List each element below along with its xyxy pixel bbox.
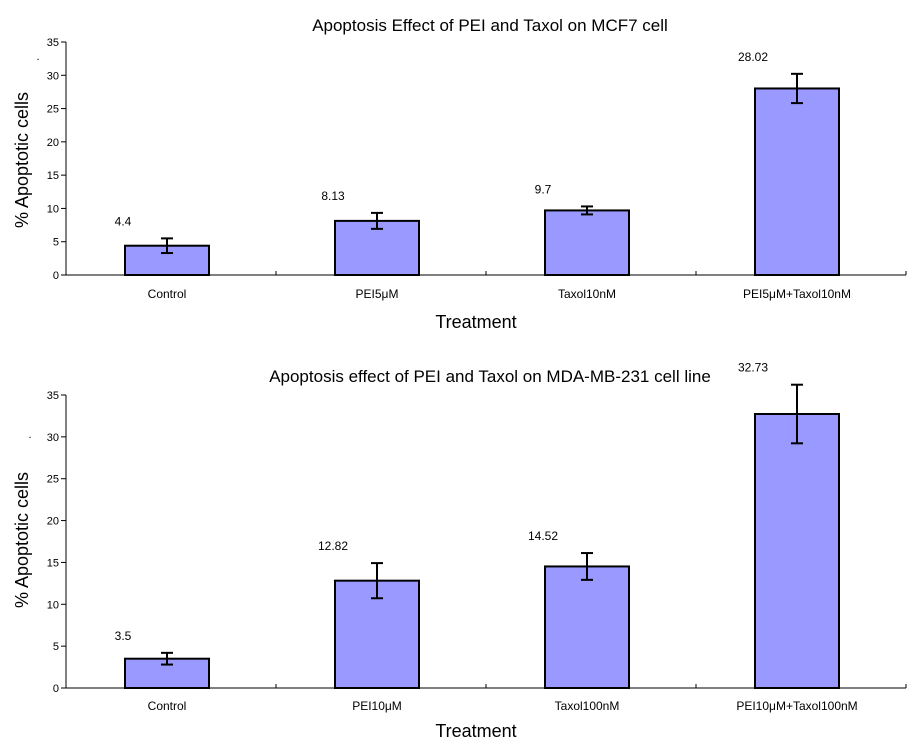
x-tick-label-4: PEI10μM+Taxol100nM xyxy=(736,699,857,713)
axis-marker: . xyxy=(36,51,39,63)
y-tick-label: 35 xyxy=(47,390,59,402)
y-tick-label: 25 xyxy=(47,474,59,486)
bar-3 xyxy=(544,565,630,689)
x-tick-label-1: Control xyxy=(148,287,187,301)
data-label-1: 3.5 xyxy=(115,629,132,643)
y-tick-label: 25 xyxy=(47,104,59,116)
x-tick-label-3: Taxol100nM xyxy=(555,699,620,713)
x-tick-label-1: Control xyxy=(148,699,187,713)
bar-4 xyxy=(754,413,840,689)
y-axis-label: % Apoptotic cells xyxy=(12,92,32,228)
error-bar-1 xyxy=(161,237,173,255)
bar-1 xyxy=(124,244,210,276)
error-bar-2 xyxy=(371,562,383,600)
x-tick-label-3: Taxol10nM xyxy=(558,287,616,301)
bar-3 xyxy=(544,209,630,277)
y-tick-label: 15 xyxy=(47,557,59,569)
data-label-2: 8.13 xyxy=(321,189,345,203)
chart-title: Apoptosis effect of PEI and Taxol on MDA… xyxy=(269,367,711,386)
error-bar-3 xyxy=(581,205,593,216)
axis-marker: . xyxy=(28,429,31,441)
x-axis-label: Treatment xyxy=(435,312,516,332)
error-bar-4 xyxy=(791,383,803,445)
x-axis-label: Treatment xyxy=(435,721,516,740)
chart-2: Apoptosis effect of PEI and Taxol on MDA… xyxy=(12,361,907,740)
y-tick-label: 10 xyxy=(47,203,59,215)
data-label-4: 28.02 xyxy=(738,50,768,64)
y-tick-label: 35 xyxy=(47,37,59,49)
y-tick-label: 30 xyxy=(47,70,59,82)
error-bar-1 xyxy=(161,651,173,666)
bar-4 xyxy=(754,87,840,276)
error-bar-4 xyxy=(791,72,803,105)
y-tick-label: 0 xyxy=(53,270,59,282)
x-tick-label-4: PEI5μM+Taxol10nM xyxy=(743,287,851,301)
x-tick-label-2: PEI5μM xyxy=(356,287,399,301)
data-label-1: 4.4 xyxy=(115,214,132,228)
y-tick-label: 30 xyxy=(47,432,59,444)
bar-2 xyxy=(334,219,420,276)
chart-title: Apoptosis Effect of PEI and Taxol on MCF… xyxy=(312,16,668,35)
y-axis-label: % Apoptotic cells xyxy=(12,472,32,608)
error-bar-3 xyxy=(581,552,593,581)
y-tick-label: 20 xyxy=(47,516,59,528)
y-tick-label: 5 xyxy=(53,237,59,249)
error-bar-2 xyxy=(371,211,383,230)
data-label-2: 12.82 xyxy=(318,539,348,553)
chart-1: Apoptosis Effect of PEI and Taxol on MCF… xyxy=(12,16,907,332)
y-tick-label: 10 xyxy=(47,599,59,611)
y-tick-label: 5 xyxy=(53,641,59,653)
data-label-4: 32.73 xyxy=(738,361,768,375)
y-tick-label: 0 xyxy=(53,683,59,695)
data-label-3: 14.52 xyxy=(528,529,558,543)
x-tick-label-2: PEI10μM xyxy=(352,699,402,713)
y-tick-label: 20 xyxy=(47,137,59,149)
data-label-3: 9.7 xyxy=(535,182,552,196)
y-tick-label: 15 xyxy=(47,170,59,182)
